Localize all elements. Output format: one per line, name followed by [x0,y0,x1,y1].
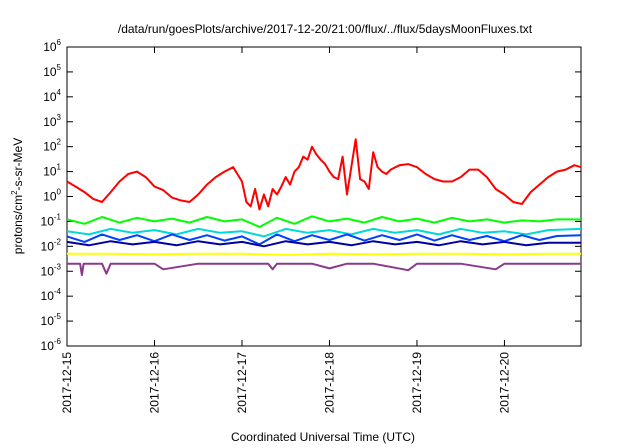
y-tick-label: 10-3 [41,262,62,278]
y-tick-label: 103 [43,113,61,129]
y-tick-label: 105 [43,63,61,79]
y-tick-label: 10-2 [41,237,62,253]
x-tick-label: 2017-12-17 [235,352,249,414]
y-axis: 10-6 10-5 10-4 10-3 10-2 10-1 100 101 102 103 104 1… [41,38,581,353]
series-line [66,227,582,238]
x-axis-label: Coordinated Universal Time (UTC) [231,430,415,444]
y-tick-label: 102 [43,138,61,154]
y-axis-label-base: protons/cm [11,195,25,254]
x-tick-label: 2017-12-20 [497,352,511,414]
x-axis: 2017-12-15 2017-12-16 2017-12-17 2017-12-18… [60,47,511,413]
y-tick-label: 106 [43,38,61,54]
chart-title: /data/run/goesPlots/archive/2017-12-20/2… [118,22,533,36]
y-tick-label: 100 [43,188,61,204]
x-tick-label: 2017-12-16 [147,352,161,414]
series-line [66,215,581,228]
series-line [66,240,581,248]
x-tick-label: 2017-12-19 [410,352,424,414]
y-axis-label: protons/cm2-s-sr-MeV [10,138,25,254]
series-line [66,138,582,211]
y-axis-label-sup: 2 [10,190,19,195]
series-line [67,262,581,277]
x-tick-label: 2017-12-15 [60,352,74,414]
y-tick-label: 104 [43,88,61,104]
y-tick-label: 10-4 [41,287,62,303]
y-tick-label: 10-6 [41,337,62,353]
y-tick-label: 10-1 [41,212,62,228]
y-tick-label: 10-5 [41,312,62,328]
y-axis-label-rest: -s-sr-MeV [11,138,25,191]
series-line [67,252,581,256]
series-line [66,233,582,246]
series-layer [66,138,582,277]
y-tick-label: 101 [43,163,61,179]
x-tick-label: 2017-12-18 [322,352,336,414]
plot-frame [66,46,582,347]
